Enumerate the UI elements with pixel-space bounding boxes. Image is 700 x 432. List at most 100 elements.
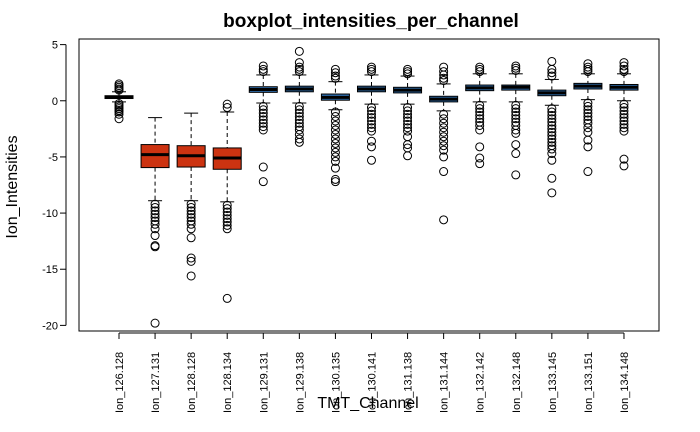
outlier-point [222, 214, 232, 224]
outlier-point [583, 118, 593, 128]
outlier-point [583, 64, 593, 74]
outlier-point [366, 113, 376, 123]
outlier-point [366, 103, 376, 113]
outlier-point [186, 233, 196, 243]
outlier-point [366, 126, 376, 136]
outlier-point [294, 125, 304, 135]
outlier-point [330, 120, 340, 130]
outlier-point [150, 202, 160, 212]
outlier-point [511, 63, 521, 73]
outlier-point [186, 202, 196, 212]
outlier-point [403, 132, 413, 142]
outlier-point [403, 119, 413, 129]
outlier-point [547, 134, 557, 144]
outlier-point [330, 138, 340, 148]
outlier-point [258, 61, 268, 71]
outlier-point [330, 64, 340, 74]
y-axis-label: Ion_Intensities [4, 135, 21, 238]
outlier-point [150, 224, 160, 234]
outlier-point [294, 46, 304, 56]
outlier-point [330, 156, 340, 166]
outlier-point [475, 153, 485, 163]
outlier-point [511, 125, 521, 135]
x-tick-label: Ion_129.138 [294, 352, 306, 413]
y-tick-label: -10 [42, 208, 58, 220]
outlier-point [619, 99, 629, 109]
outlier-point [150, 219, 160, 229]
outlier-point [583, 62, 593, 72]
outlier-point [258, 122, 268, 132]
outlier-point [583, 135, 593, 145]
outlier-point [511, 149, 521, 159]
box-ion-131-138 [393, 64, 423, 161]
box-ion-134-148 [609, 58, 639, 171]
outlier-point [439, 70, 449, 80]
outlier-point [439, 118, 449, 128]
outlier-point [511, 104, 521, 114]
x-axis: Ion_126.128 Ion_127.131 Ion_128.128 Ion_128… [114, 332, 631, 413]
y-tick-label: 5 [52, 40, 58, 52]
outlier-point [439, 123, 449, 133]
outlier-point [186, 224, 196, 234]
outlier-point [114, 107, 124, 117]
outlier-point [186, 209, 196, 219]
y-axis: 5 0 -5 -10 -15 -20 [42, 40, 67, 332]
outlier-point [439, 114, 449, 124]
outlier-point [366, 109, 376, 119]
box-ion-129-138 [284, 46, 314, 147]
outlier-point [475, 62, 485, 72]
outlier-point [330, 71, 340, 81]
outlier-point [222, 217, 232, 227]
outlier-point [294, 64, 304, 74]
outlier-point [114, 109, 124, 119]
outlier-point [475, 114, 485, 124]
outlier-point [150, 213, 160, 223]
box-ion-126-128 [104, 79, 134, 124]
outlier-point [403, 64, 413, 74]
outlier-point [475, 107, 485, 117]
outlier-point [258, 118, 268, 128]
outlier-point [547, 104, 557, 114]
outlier-point [294, 105, 304, 115]
outlier-point [475, 120, 485, 130]
outlier-point [547, 71, 557, 81]
outlier-point [547, 127, 557, 137]
outlier-point [475, 104, 485, 114]
y-tick-label: 0 [52, 96, 58, 108]
outlier-point [475, 67, 485, 77]
outlier-point [547, 149, 557, 159]
outlier-point [439, 73, 449, 83]
outlier-point [619, 154, 629, 164]
outlier-point [258, 67, 268, 77]
outlier-point [330, 125, 340, 135]
box-series [104, 46, 639, 328]
outlier-point [150, 318, 160, 328]
outlier-point [403, 151, 413, 161]
outlier-point [366, 155, 376, 165]
box-ion-130-141 [356, 62, 386, 165]
outlier-point [366, 67, 376, 77]
y-tick-label: -20 [42, 320, 58, 332]
outlier-point [294, 108, 304, 118]
chart-title: boxplot_intensities_per_channel [223, 11, 519, 32]
outlier-point [186, 271, 196, 281]
outlier-point [150, 206, 160, 216]
outlier-point [258, 108, 268, 118]
outlier-point [439, 67, 449, 77]
outlier-point [403, 106, 413, 116]
outlier-point [439, 145, 449, 155]
outlier-point [330, 143, 340, 153]
outlier-point [403, 109, 413, 119]
outlier-point [619, 106, 629, 116]
outlier-point [439, 215, 449, 225]
outlier-point [439, 141, 449, 151]
outlier-point [366, 106, 376, 116]
y-tick-label: -15 [42, 264, 58, 276]
outlier-point [330, 129, 340, 139]
outlier-point [330, 107, 340, 117]
outlier-point [330, 73, 340, 83]
outlier-point [186, 213, 196, 223]
outlier-point [330, 163, 340, 173]
